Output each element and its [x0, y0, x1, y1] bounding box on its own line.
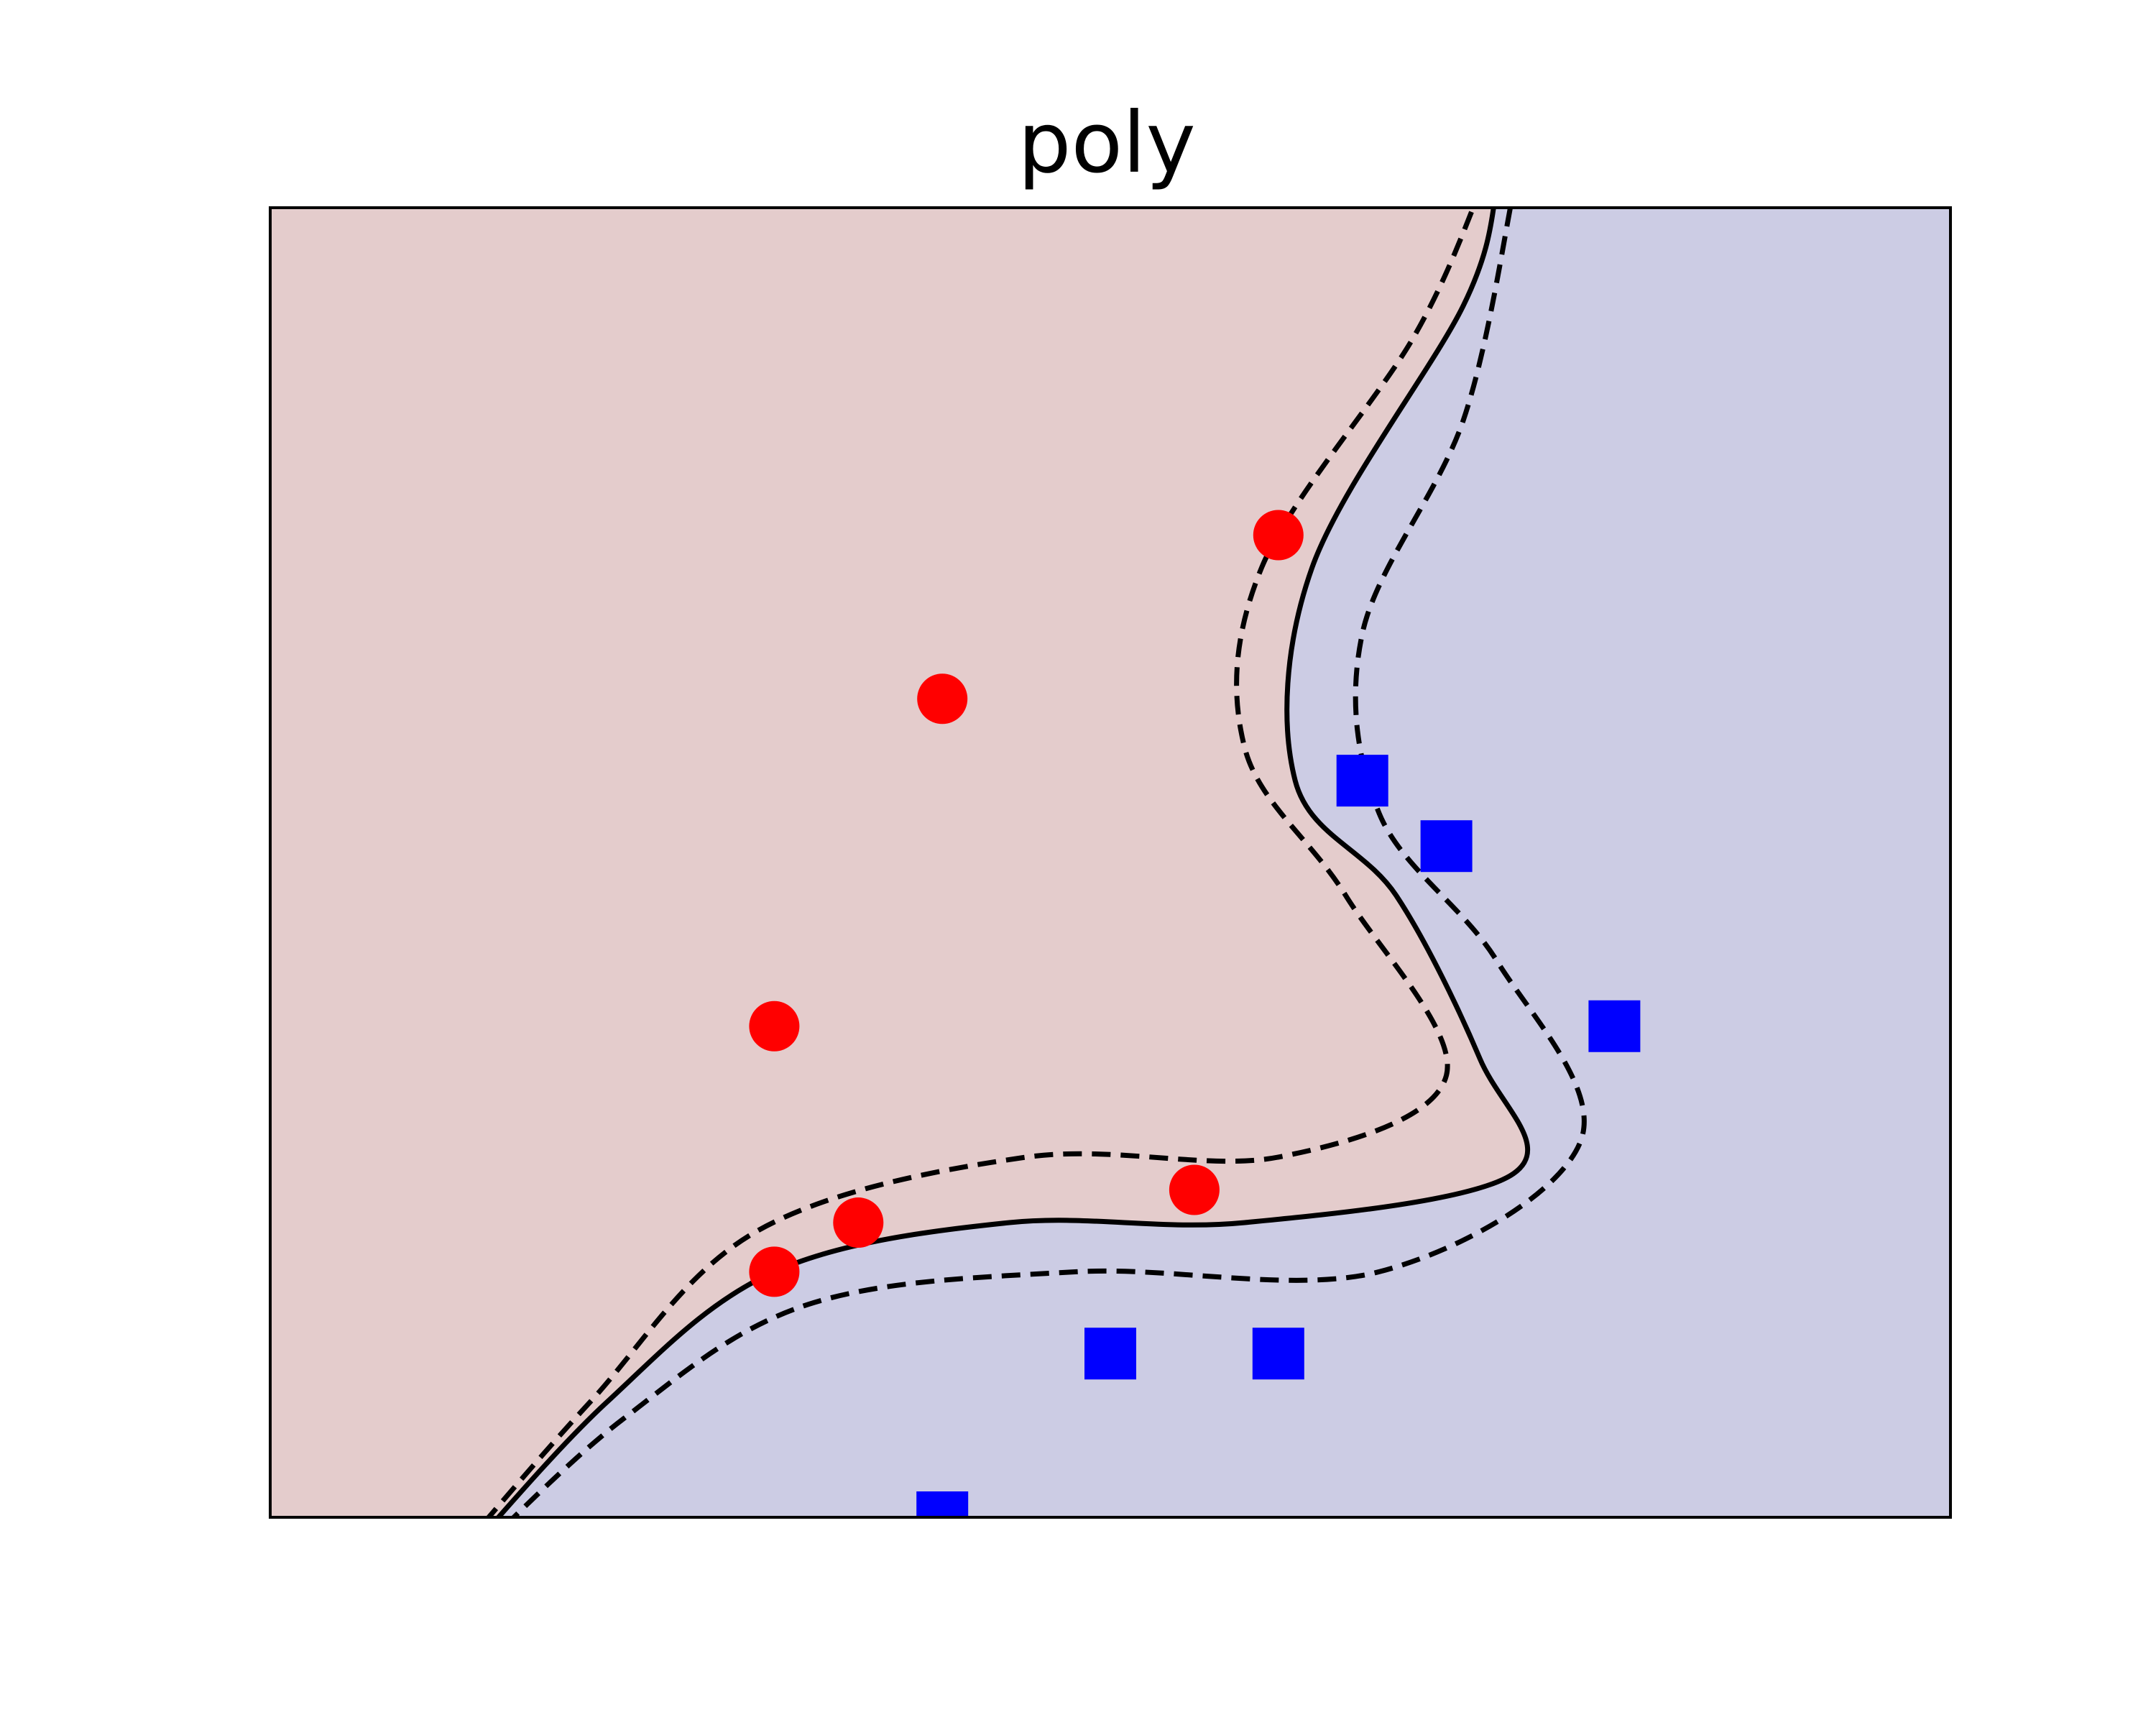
- red-circle-point-0: [1253, 510, 1304, 561]
- red-circle-point-4: [749, 1246, 800, 1297]
- red-circle-point-5: [1169, 1164, 1220, 1215]
- margin-line-inner: [485, 208, 1476, 1517]
- red-circle-point-3: [833, 1197, 884, 1248]
- decision-boundary: [494, 208, 1531, 1517]
- margin-line-outer: [510, 208, 1587, 1517]
- blue-square-point-1: [1420, 820, 1473, 873]
- data-points: [749, 510, 1641, 1517]
- blue-square-point-3: [1084, 1328, 1136, 1380]
- blue-square-point-0: [1336, 755, 1388, 807]
- red-circle-point-2: [749, 1000, 800, 1052]
- chart-title: poly: [1018, 93, 1196, 192]
- red-circle-point-1: [917, 673, 968, 724]
- plot-frame: [269, 206, 1952, 1519]
- plot-area: [270, 208, 1950, 1517]
- blue-square-point-2: [1588, 1000, 1641, 1052]
- blue-square-point-5: [916, 1491, 969, 1517]
- blue-square-point-4: [1252, 1328, 1304, 1380]
